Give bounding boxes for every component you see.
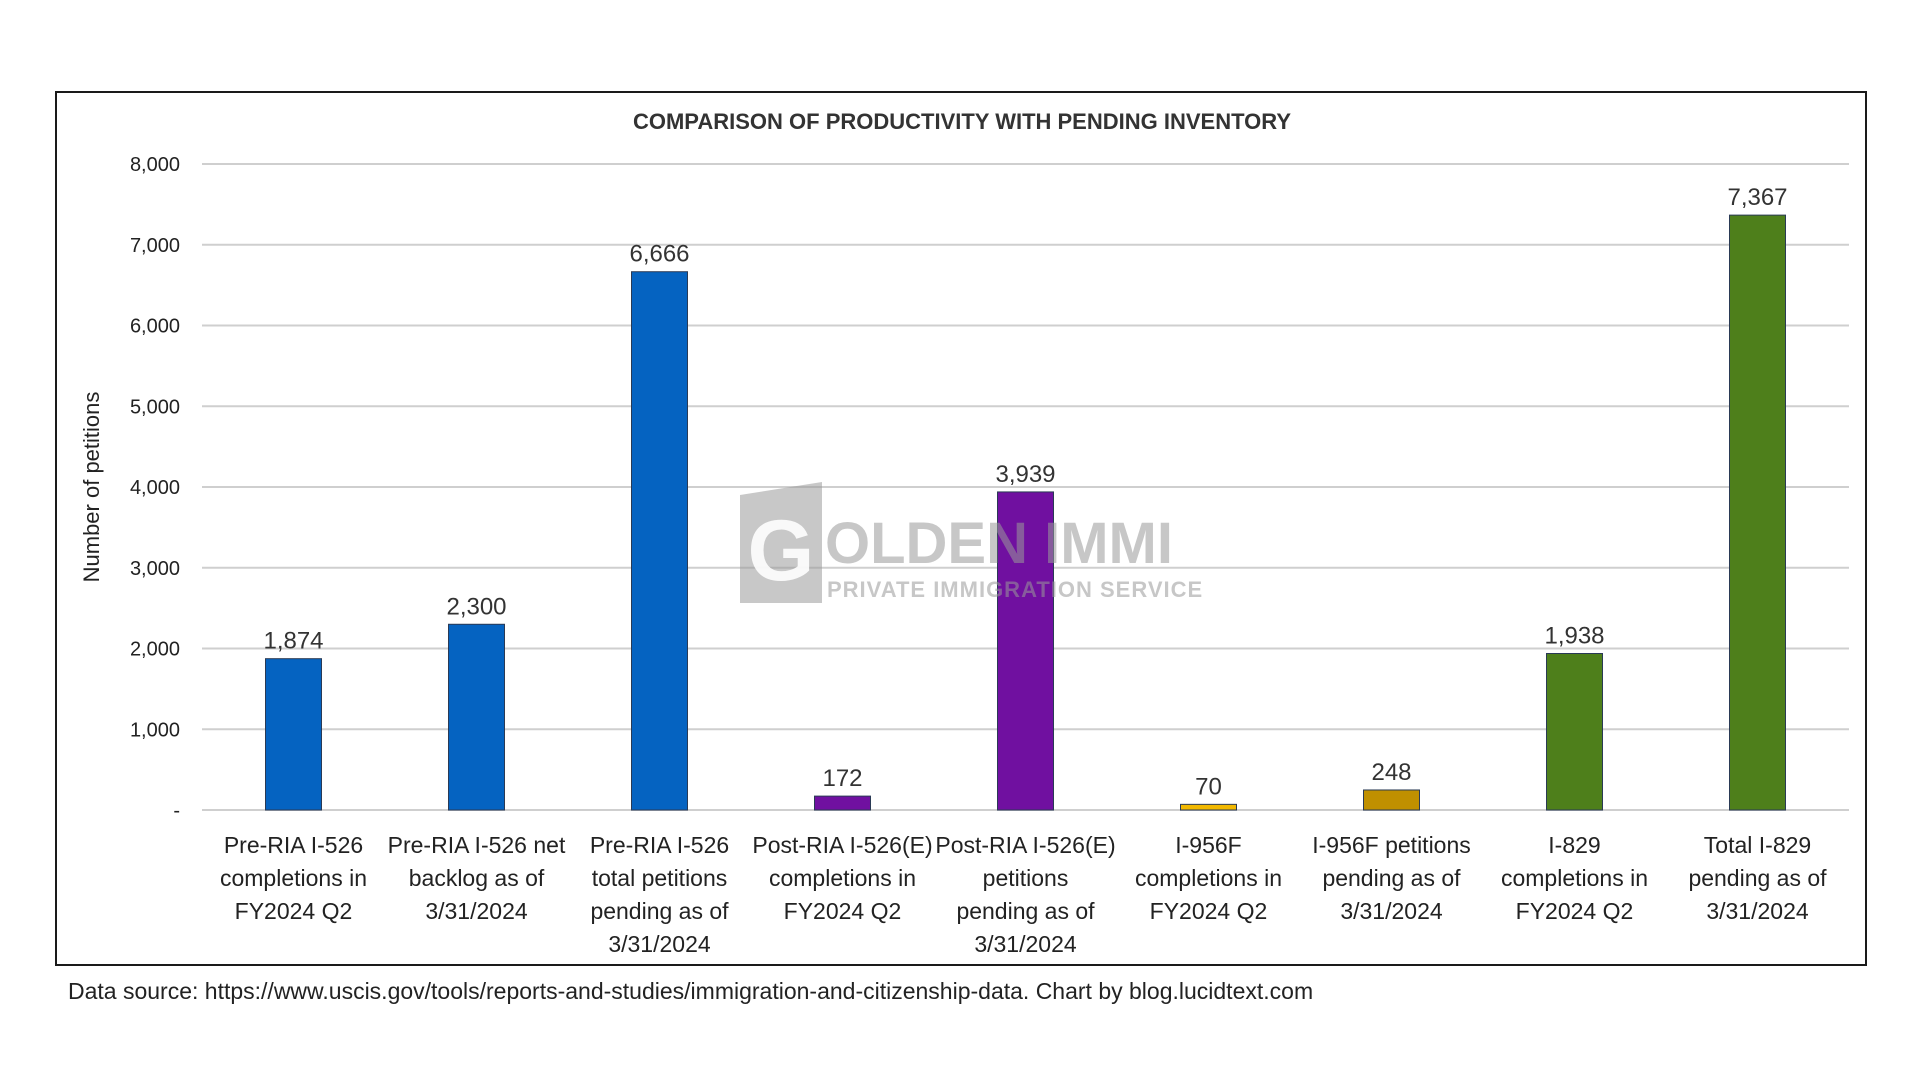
bar <box>1180 803 1237 811</box>
category-label: Pre-RIA I-526 <box>224 832 363 858</box>
category-label: pending as of <box>590 898 729 924</box>
y-tick-label: 8,000 <box>130 154 180 176</box>
category-label: Post-RIA I-526(E) <box>935 832 1115 858</box>
bar <box>1363 789 1420 811</box>
category-label: 3/31/2024 <box>1706 898 1809 924</box>
y-axis-label: Number of petitions <box>79 392 104 583</box>
bar <box>814 795 871 811</box>
bar <box>265 658 322 811</box>
category-label: FY2024 Q2 <box>1150 898 1268 924</box>
category-label: I-956F petitions <box>1312 832 1471 858</box>
category-label: I-956F <box>1175 832 1241 858</box>
data-label: 248 <box>1371 759 1411 786</box>
bar-chart: COMPARISON OF PRODUCTIVITY WITH PENDING … <box>79 109 1849 957</box>
data-label: 70 <box>1195 773 1222 800</box>
category-label: pending as of <box>1322 865 1461 891</box>
category-label: 3/31/2024 <box>1340 898 1443 924</box>
category-label: 3/31/2024 <box>425 898 528 924</box>
y-tick-label: 5,000 <box>130 396 180 418</box>
y-tick-label: 7,000 <box>130 235 180 257</box>
category-label: pending as of <box>956 898 1095 924</box>
category-label: completions in <box>1135 865 1282 891</box>
bar <box>1729 214 1786 811</box>
data-label: 3,939 <box>995 461 1055 488</box>
category-label: FY2024 Q2 <box>784 898 902 924</box>
y-tick-label: - <box>173 800 180 822</box>
category-label: 3/31/2024 <box>974 931 1077 957</box>
y-tick-label: 4,000 <box>130 477 180 499</box>
category-label: completions in <box>1501 865 1648 891</box>
category-label: total petitions <box>592 865 728 891</box>
category-label: Pre-RIA I-526 <box>590 832 729 858</box>
category-label: Pre-RIA I-526 net <box>388 832 566 858</box>
watermark-name: OLDEN IMMI <box>825 511 1173 576</box>
bar <box>997 491 1054 811</box>
category-label: FY2024 Q2 <box>1516 898 1634 924</box>
data-label: 2,300 <box>446 593 506 620</box>
y-tick-label: 3,000 <box>130 558 180 580</box>
category-label: backlog as of <box>409 865 545 891</box>
category-label: 3/31/2024 <box>608 931 711 957</box>
y-tick-label: 6,000 <box>130 316 180 338</box>
data-label: 1,874 <box>263 628 323 655</box>
category-label: completions in <box>220 865 367 891</box>
category-label: Total I-829 <box>1704 832 1811 858</box>
category-label: FY2024 Q2 <box>235 898 353 924</box>
category-label: petitions <box>983 865 1069 891</box>
watermark-logo-letter: G <box>748 503 815 599</box>
watermark-tagline: PRIVATE IMMIGRATION SERVICE <box>827 577 1203 602</box>
y-tick-label: 1,000 <box>130 719 180 741</box>
category-label: completions in <box>769 865 916 891</box>
data-label: 1,938 <box>1544 623 1604 650</box>
data-source-note: Data source: https://www.uscis.gov/tools… <box>68 978 1314 1004</box>
bar <box>631 271 688 811</box>
data-label: 172 <box>822 765 862 792</box>
watermark-logo-icon <box>740 482 822 603</box>
chart-title: COMPARISON OF PRODUCTIVITY WITH PENDING … <box>633 109 1291 134</box>
data-label: 7,367 <box>1727 184 1787 211</box>
bar <box>1546 653 1603 811</box>
y-tick-label: 2,000 <box>130 639 180 661</box>
chart-frame: COMPARISON OF PRODUCTIVITY WITH PENDING … <box>55 91 1867 966</box>
bar <box>448 623 505 811</box>
category-label: pending as of <box>1688 865 1827 891</box>
category-label: Post-RIA I-526(E) <box>752 832 932 858</box>
category-label: I-829 <box>1548 832 1600 858</box>
data-label: 6,666 <box>629 241 689 268</box>
